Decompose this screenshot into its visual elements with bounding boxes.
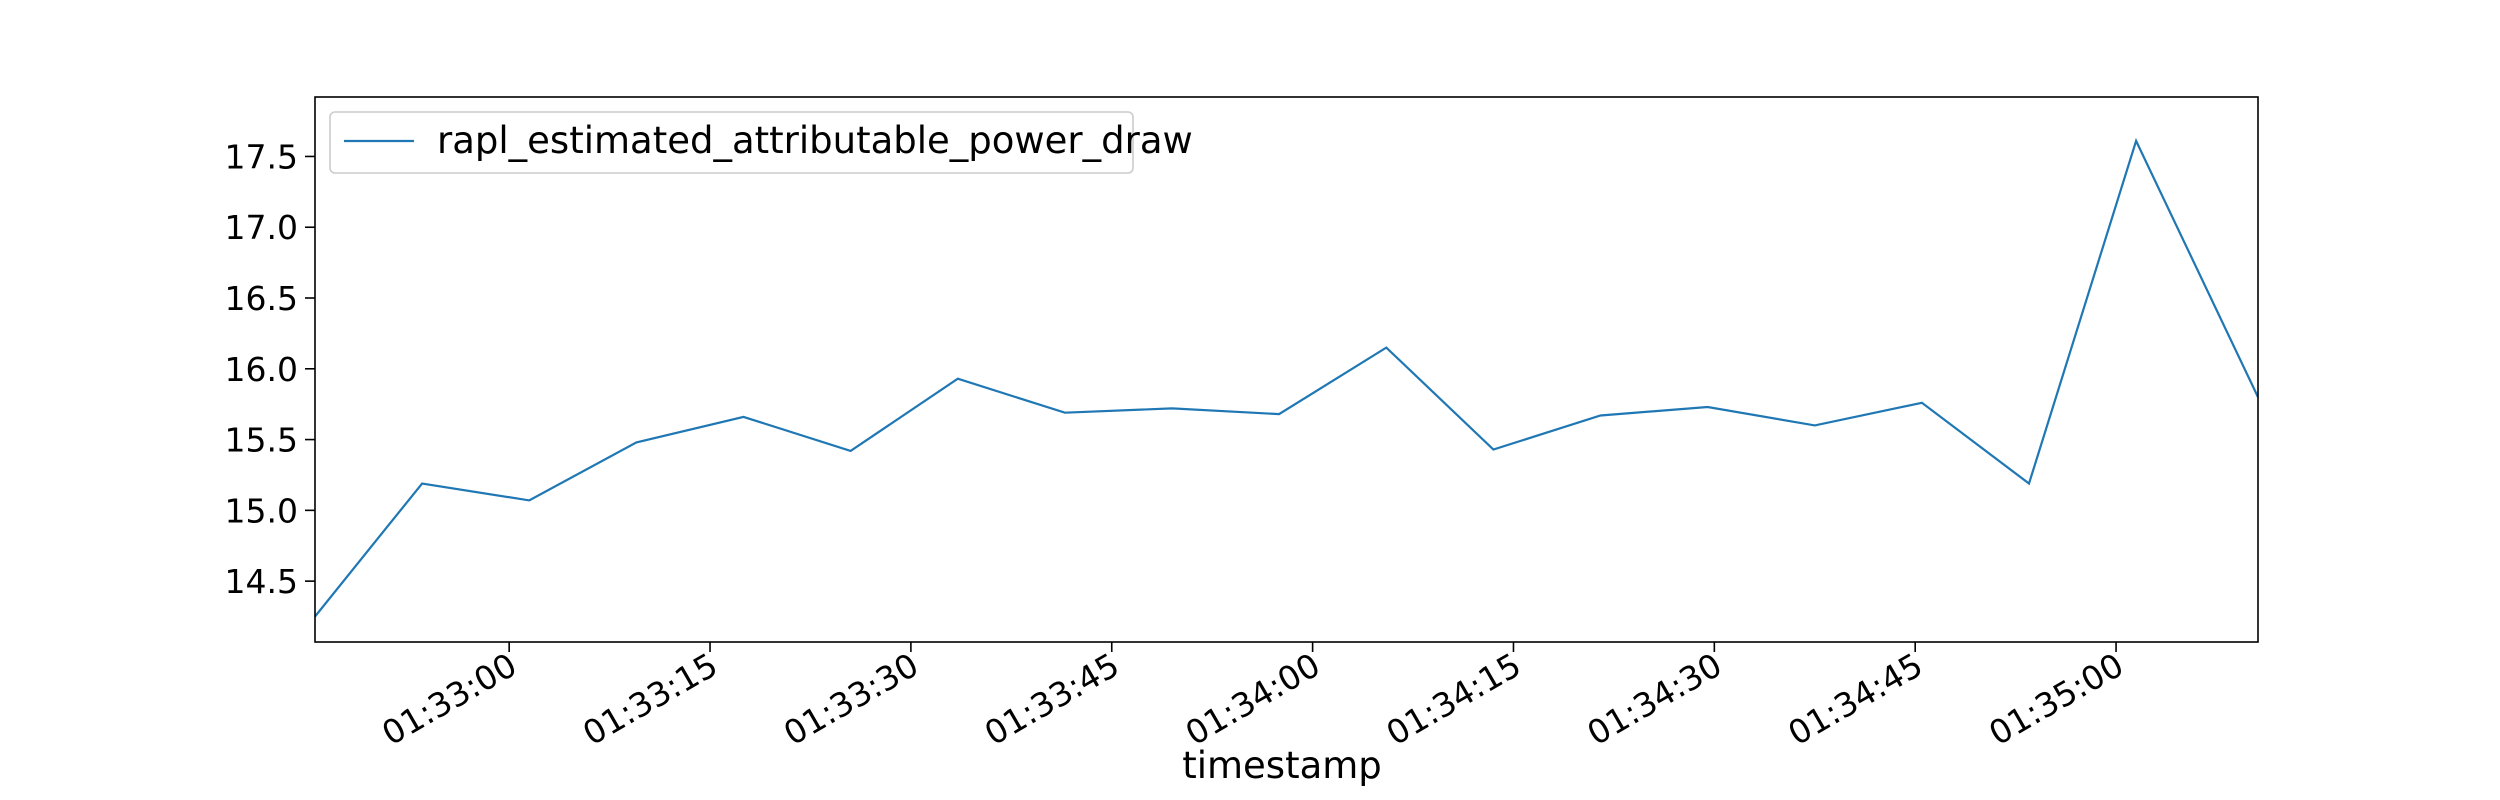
legend-box (329, 111, 1134, 174)
y-tick-label: 17.5 (225, 137, 298, 176)
legend-label: rapl_estimated_attributable_power_draw (437, 119, 1193, 162)
series-line-0 (315, 137, 2258, 618)
y-tick-label: 15.5 (225, 421, 298, 460)
axes-frame (314, 96, 2259, 643)
x-axis-label: timestamp (1182, 744, 1382, 787)
legend: rapl_estimated_attributable_power_draw (329, 111, 1193, 174)
y-tick-label: 16.5 (225, 279, 298, 318)
y-tick-label: 17.0 (225, 208, 298, 247)
y-tick-label: 14.5 (225, 562, 298, 601)
y-axis: 14.5 15.0 15.5 16.0 16.5 17.0 17.5 (225, 137, 315, 601)
y-tick-label: 16.0 (225, 350, 298, 389)
plot-area (315, 137, 2258, 618)
y-tick-label: 15.0 (225, 491, 298, 530)
